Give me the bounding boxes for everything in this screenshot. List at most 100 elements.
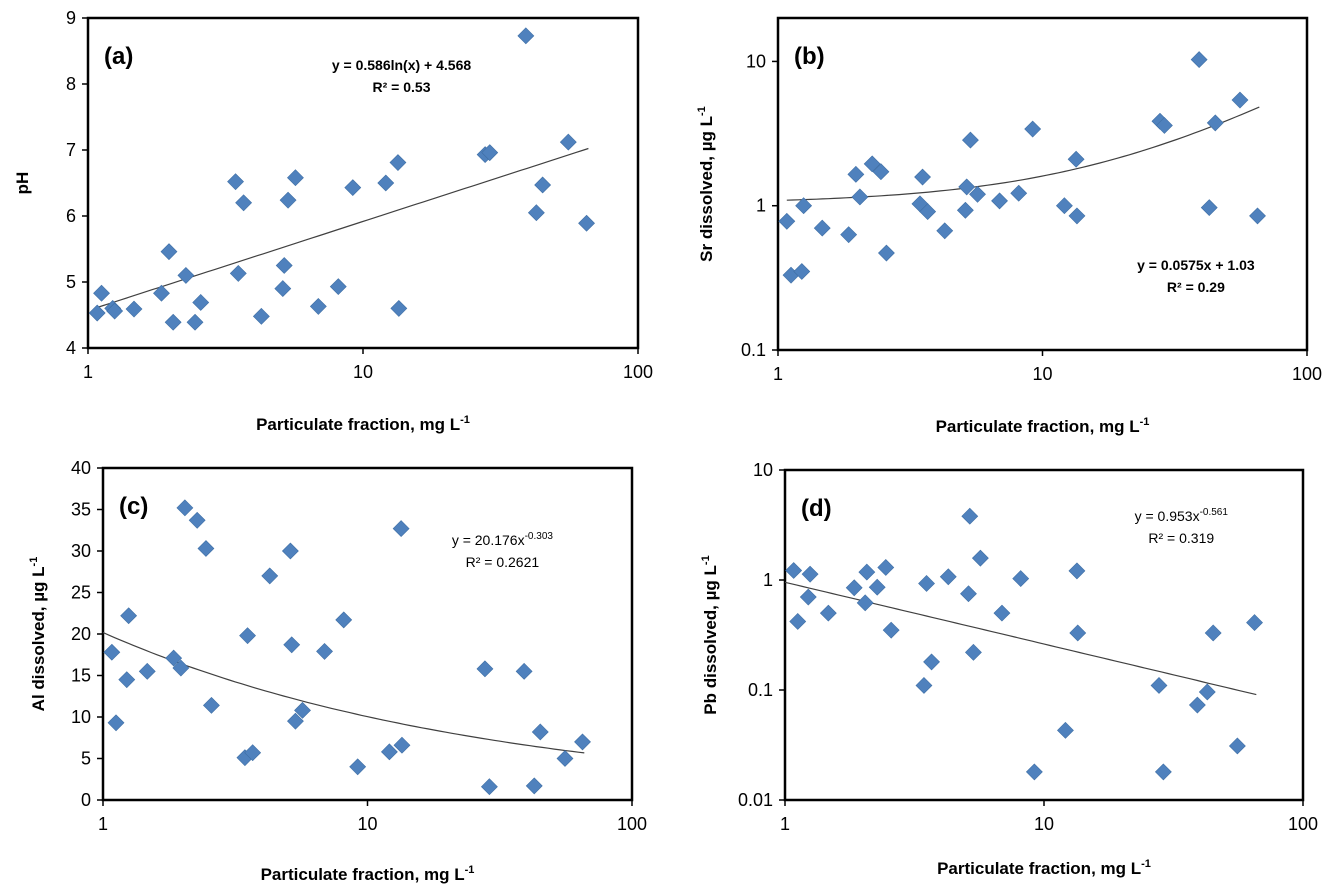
r-squared: R² = 0.319 (1148, 530, 1214, 546)
data-point (851, 188, 869, 206)
panel-label: (d) (801, 495, 832, 522)
data-point (1025, 763, 1043, 781)
x-tick-label: 10 (1034, 814, 1054, 834)
data-point (559, 133, 577, 151)
data-point (192, 294, 210, 311)
data-point (993, 604, 1011, 622)
data-point (274, 280, 292, 298)
data-point (813, 219, 831, 237)
data-point (125, 300, 143, 318)
y-tick-label: 5 (66, 272, 76, 292)
data-point (527, 204, 545, 222)
x-axis-title-superscript: -1 (460, 414, 470, 426)
x-tick-label: 100 (617, 814, 647, 834)
trendline (102, 631, 585, 754)
chart-panel-d: 1 10 100 0.01 0.1 1 10 Particulate fraction, mg… (700, 460, 1318, 878)
data-point (349, 758, 367, 776)
data-point (789, 613, 807, 630)
y-tick-label: 0.1 (748, 680, 773, 700)
y-tick-label: 6 (66, 206, 76, 226)
data-point (919, 203, 937, 221)
data-point (960, 585, 977, 603)
panel-label: (b) (794, 43, 825, 70)
r-squared: R² = 0.2621 (466, 554, 540, 570)
data-point (261, 567, 279, 585)
data-point (574, 733, 591, 751)
data-point (969, 185, 986, 203)
x-tick-label: 100 (1288, 814, 1318, 834)
data-point (971, 549, 989, 567)
data-point (1057, 721, 1074, 739)
data-point (517, 27, 535, 45)
data-point (1246, 614, 1263, 632)
data-point (877, 559, 895, 576)
x-tick-label: 10 (353, 362, 373, 382)
data-point (845, 579, 863, 597)
x-tick-label: 100 (1292, 364, 1322, 384)
x-tick-label: 1 (773, 364, 783, 384)
x-axis-title-main: Particulate fraction, mg L (256, 415, 460, 434)
data-point (1068, 562, 1086, 580)
data-point (88, 304, 106, 322)
y-axis-title: Sr dissolved, µg L-1 (696, 106, 716, 262)
data-point (107, 714, 125, 732)
y-tick-label: 15 (71, 666, 91, 686)
data-point (785, 562, 803, 579)
data-point (799, 588, 817, 606)
data-point (795, 197, 813, 215)
data-point (480, 778, 498, 796)
data-point (294, 701, 311, 719)
data-point (252, 307, 270, 325)
data-point (1010, 184, 1028, 202)
data-point (287, 712, 304, 730)
data-point (914, 168, 931, 186)
regression-equation-main: y = 0.953x (1135, 508, 1200, 524)
data-point (1155, 117, 1173, 134)
data-point (801, 565, 819, 583)
x-axis-title-superscript: -1 (1141, 858, 1151, 870)
data-point (380, 743, 398, 761)
data-point (556, 750, 574, 767)
y-tick-label: 7 (66, 140, 76, 160)
data-point (392, 520, 410, 538)
data-point (1200, 199, 1218, 217)
x-axis-title-main: Particulate fraction, mg L (937, 859, 1141, 878)
y-axis-title: Al dissolved, µg L-1 (28, 557, 48, 712)
data-point (165, 649, 183, 667)
y-tick-label: 1 (756, 196, 766, 216)
data-point (153, 284, 170, 302)
data-point (172, 659, 190, 677)
x-axis-title-superscript: -1 (465, 864, 475, 876)
plot-area-frame (783, 468, 1305, 802)
data-point (229, 264, 247, 282)
data-point (160, 243, 178, 261)
data-point (103, 643, 121, 661)
data-point (188, 511, 206, 529)
panel-label: (a) (104, 43, 133, 70)
data-point (203, 696, 220, 714)
data-point (106, 302, 124, 320)
data-point (393, 736, 411, 754)
data-point (1154, 763, 1172, 781)
regression-equation-main: y = 0.0575x + 1.03 (1137, 257, 1255, 273)
data-point (389, 154, 407, 171)
data-point (819, 604, 837, 622)
data-point (235, 194, 253, 212)
y-tick-label: 4 (66, 338, 76, 358)
data-point (176, 499, 194, 517)
data-point (390, 299, 408, 317)
trendline (97, 147, 589, 309)
data-point (93, 284, 110, 302)
r-squared: R² = 0.29 (1167, 279, 1225, 295)
data-point (1024, 120, 1042, 138)
trendline (784, 581, 1257, 696)
x-axis-title-superscript: -1 (1140, 416, 1150, 428)
y-tick-label: 40 (71, 458, 91, 478)
data-point (283, 636, 301, 654)
y-tick-label: 0 (81, 790, 91, 810)
y-tick-label: 5 (81, 749, 91, 769)
data-point (515, 662, 533, 680)
data-point (1198, 683, 1216, 701)
data-point (186, 313, 204, 331)
